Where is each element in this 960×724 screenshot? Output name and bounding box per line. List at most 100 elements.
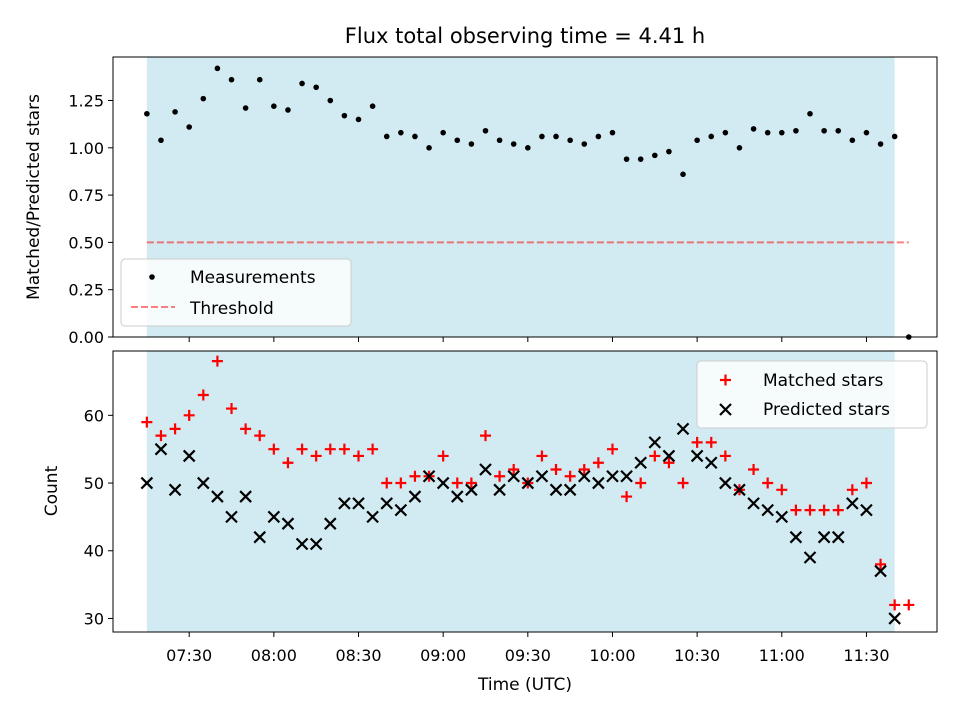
top-legend-box [120,258,352,327]
predicted-point [493,483,506,497]
matched-point [776,484,788,496]
predicted-point [817,530,831,544]
measurement-point [553,133,559,140]
measurement-point [793,127,799,134]
measurement-point [609,129,616,136]
predicted-point [422,469,436,483]
matched-point [762,477,774,489]
measurement-point [539,133,545,140]
x-tick-label: 08:00 [251,646,297,665]
predicted-point [140,476,154,490]
bottom-panel: 30 40 50 60 07:30 08:00 08:30 09:00 09:30 10:00 1… [42,350,938,695]
predicted-point [295,537,309,551]
matched-point [889,599,901,611]
measurement-point [807,110,813,117]
predicted-point [521,476,535,490]
predicted-point [846,497,859,510]
measurement-point [510,141,517,147]
measurement-point [172,109,178,115]
predicted-point [281,517,295,530]
predicted-point [831,530,845,544]
predicted-series [140,422,901,625]
measurement-point [778,129,785,136]
measurement-point [525,145,531,151]
predicted-point [239,490,252,503]
measurement-point [256,76,263,83]
measurement-point [158,137,164,144]
bottom-y-tick-label: 40 [84,542,104,561]
x-tick-label: 11:00 [759,646,805,665]
measurements-legend-marker [149,274,155,280]
top-y-tick-label: 1.25 [68,92,104,111]
matched-point [508,463,520,475]
bottom-legend-box [696,360,928,429]
measurement-point [242,105,249,111]
predicted-legend-label: Predicted stars [763,400,890,420]
matched-point [268,443,280,455]
matched-point [804,504,816,516]
measurement-point [228,76,235,83]
top-y-tick-label: 0.00 [68,328,104,347]
predicted-point [719,476,732,490]
measurement-point [722,129,729,136]
matched-series [141,355,915,611]
predicted-point [704,456,718,470]
predicted-point [803,551,817,564]
predicted-point [479,463,492,476]
matched-point [663,457,675,469]
bottom-axes-frame [112,350,938,633]
top-axes-frame [112,56,938,338]
measurement-point [595,133,602,140]
matched-point [183,409,195,421]
top-y-tick-label: 0.25 [68,281,104,300]
bottom-y-axis: 30 40 50 60 [84,406,113,628]
matched-point [621,491,633,503]
predicted-point [450,490,464,503]
x-tick-label: 07:30 [166,646,212,665]
matched-point [465,477,477,489]
x-tick-label: 08:30 [335,646,381,665]
matched-point [875,558,887,570]
bottom-x-axis: 07:30 08:00 08:30 09:00 09:30 10:00 10:30 11:00… [166,632,890,665]
matched-point [296,443,308,455]
predicted-point [267,510,281,524]
predicted-point [338,497,351,510]
measurement-point [398,129,404,136]
measurement-point [736,145,743,151]
top-x-axis [188,337,867,342]
top-legend: Measurements Threshold [120,258,352,327]
predicted-point [211,490,224,503]
top-y-axis-label: Matched/Predicted stars [24,94,44,300]
threshold-legend-label: Threshold [189,299,274,319]
predicted-point [747,497,760,510]
predicted-point [592,476,605,490]
measurement-point [468,141,475,147]
predicted-point [676,422,690,436]
matched-point [846,484,858,496]
measurement-point [764,129,771,136]
matched-point [592,457,604,469]
predicted-point [577,469,591,483]
matched-point [903,599,915,611]
measurement-point [144,110,150,117]
measurement-point [369,103,376,109]
measurement-point [694,137,700,144]
matched-point [353,450,365,462]
matched-point [860,477,872,489]
measurement-point [214,65,221,72]
predicted-point [648,436,662,449]
top-panel: 0.00 0.25 0.50 0.75 1.00 1.25 Matched/Predict… [24,56,938,347]
predicted-point [253,530,267,544]
measurement-point [327,97,334,104]
matched-point [141,416,153,428]
measurement-point [877,141,884,147]
predicted-point [408,490,422,503]
predicted-point [733,483,746,497]
measurement-point [750,126,757,132]
matched-point [479,430,491,442]
measurement-point [581,141,588,147]
predicted-point [535,469,549,483]
measurements-legend-label: Measurements [190,268,316,288]
bottom-y-tick-label: 60 [84,406,104,425]
matched-point [211,355,223,367]
